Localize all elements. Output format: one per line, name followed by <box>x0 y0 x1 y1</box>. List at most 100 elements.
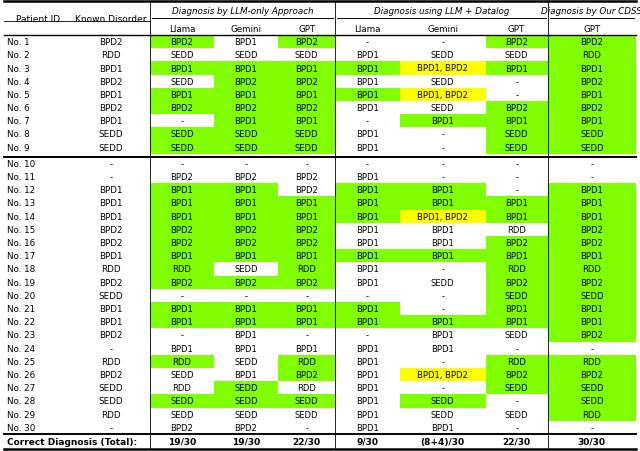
Text: BPD2: BPD2 <box>99 78 123 87</box>
Bar <box>548 236 636 250</box>
Bar <box>150 102 214 115</box>
Bar <box>486 236 548 250</box>
Text: Known Disorder: Known Disorder <box>76 14 147 23</box>
Text: BPD2: BPD2 <box>235 239 257 248</box>
Text: SEDD: SEDD <box>505 331 529 340</box>
Bar <box>486 302 548 316</box>
Text: BPD1: BPD1 <box>170 199 193 208</box>
Bar <box>150 36 214 49</box>
Text: BPD1, BPD2: BPD1, BPD2 <box>417 64 468 74</box>
Text: BPD1: BPD1 <box>580 212 603 221</box>
Text: Llama: Llama <box>355 24 381 33</box>
Text: SEDD: SEDD <box>295 143 319 152</box>
Text: BPD2: BPD2 <box>99 278 123 287</box>
Text: -: - <box>109 344 113 353</box>
Bar <box>548 408 636 421</box>
Bar <box>399 368 486 382</box>
Bar <box>335 88 399 102</box>
Text: -: - <box>305 291 308 300</box>
Text: BPD1: BPD1 <box>170 212 193 221</box>
Text: SEDD: SEDD <box>234 130 258 139</box>
Bar <box>150 355 214 368</box>
Bar <box>214 62 278 75</box>
Bar <box>335 184 399 197</box>
Text: BPD1: BPD1 <box>235 64 257 74</box>
Text: RDD: RDD <box>582 410 601 419</box>
Bar <box>399 115 486 128</box>
Text: Llama: Llama <box>168 24 195 33</box>
Text: BPD1: BPD1 <box>170 344 193 353</box>
Text: BPD2: BPD2 <box>506 38 528 47</box>
Bar <box>335 316 399 329</box>
Text: BPD1: BPD1 <box>431 199 454 208</box>
Text: BPD1: BPD1 <box>296 304 318 313</box>
Text: BPD1: BPD1 <box>580 199 603 208</box>
Text: RDD: RDD <box>172 357 191 366</box>
Text: RDD: RDD <box>172 265 191 274</box>
Bar <box>548 75 636 88</box>
Bar <box>214 395 278 408</box>
Text: BPD1: BPD1 <box>296 199 318 208</box>
Bar <box>548 115 636 128</box>
Text: BPD1: BPD1 <box>431 344 454 353</box>
Text: Correct Diagnosis (Total):: Correct Diagnosis (Total): <box>7 437 137 446</box>
Bar <box>548 128 636 141</box>
Text: RDD: RDD <box>582 265 601 274</box>
Bar <box>150 88 214 102</box>
Bar <box>214 316 278 329</box>
Text: Patient ID: Patient ID <box>16 14 60 23</box>
Text: SEDD: SEDD <box>99 130 124 139</box>
Bar <box>548 263 636 276</box>
Text: No. 5: No. 5 <box>7 91 29 100</box>
Text: GPT: GPT <box>298 24 316 33</box>
Bar <box>214 236 278 250</box>
Bar <box>335 62 399 75</box>
Text: Gemini: Gemini <box>230 24 262 33</box>
Text: No. 8: No. 8 <box>7 130 29 139</box>
Text: RDD: RDD <box>582 357 601 366</box>
Text: BPD2: BPD2 <box>296 186 318 195</box>
Text: BPD1: BPD1 <box>356 396 379 405</box>
Text: SEDD: SEDD <box>431 51 454 60</box>
Text: SEDD: SEDD <box>505 143 529 152</box>
Bar <box>278 36 335 49</box>
Text: No. 6: No. 6 <box>7 104 29 113</box>
Text: SEDD: SEDD <box>295 51 319 60</box>
Bar <box>399 88 486 102</box>
Text: BPD1: BPD1 <box>356 212 379 221</box>
Bar <box>486 263 548 276</box>
Bar <box>486 115 548 128</box>
Bar <box>150 62 214 75</box>
Bar <box>335 250 399 263</box>
Bar <box>399 250 486 263</box>
Text: BPD2: BPD2 <box>580 38 603 47</box>
Text: BPD2: BPD2 <box>170 173 193 182</box>
Text: SEDD: SEDD <box>99 396 124 405</box>
Text: No. 17: No. 17 <box>7 252 35 261</box>
Text: BPD1: BPD1 <box>235 252 257 261</box>
Bar <box>335 302 399 316</box>
Text: -: - <box>441 173 444 182</box>
Text: BPD1: BPD1 <box>580 91 603 100</box>
Text: SEDD: SEDD <box>295 130 319 139</box>
Text: BPD1: BPD1 <box>506 252 528 261</box>
Bar <box>486 36 548 49</box>
Text: BPD2: BPD2 <box>580 278 603 287</box>
Text: BPD2: BPD2 <box>296 226 318 235</box>
Bar <box>150 197 214 210</box>
Bar <box>150 236 214 250</box>
Text: BPD1: BPD1 <box>431 252 454 261</box>
Bar <box>548 141 636 154</box>
Bar <box>214 210 278 223</box>
Text: SEDD: SEDD <box>170 396 194 405</box>
Text: RDD: RDD <box>101 410 121 419</box>
Bar <box>486 355 548 368</box>
Bar <box>278 395 335 408</box>
Bar <box>278 141 335 154</box>
Text: BPD1: BPD1 <box>356 423 379 432</box>
Text: No. 24: No. 24 <box>7 344 35 353</box>
Text: BPD1: BPD1 <box>356 252 379 261</box>
Text: BPD2: BPD2 <box>235 78 257 87</box>
Text: -: - <box>590 423 593 432</box>
Bar <box>548 329 636 342</box>
